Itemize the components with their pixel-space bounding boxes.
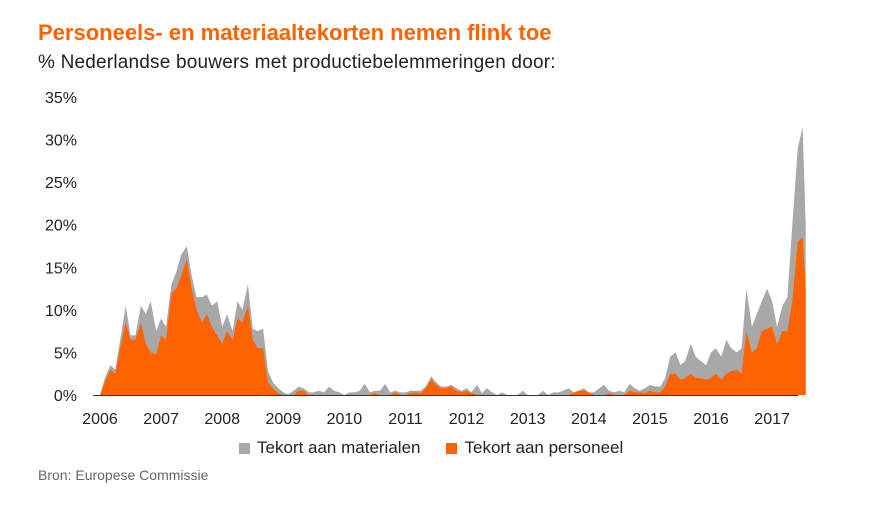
x-tick-label: 2015 <box>632 411 668 428</box>
x-axis-ticks: 2006 2007 2008 2009 2010 2011 2012 2013 2014 2015… <box>82 411 790 428</box>
y-axis-ticks: 0% 5% 10% 15% 20% 25% 30% 35% <box>45 90 77 405</box>
chart-source: Bron: Europese Commissie <box>38 467 209 483</box>
y-tick-label: 15% <box>45 260 77 277</box>
y-tick-label: 5% <box>54 345 77 362</box>
x-tick-label: 2007 <box>143 411 179 428</box>
x-tick-label: 2011 <box>388 411 423 428</box>
y-tick-label: 0% <box>54 388 77 405</box>
y-tick-label: 30% <box>45 133 77 150</box>
x-tick-label: 2006 <box>82 411 118 428</box>
legend-label-materialen: Tekort aan materialen <box>257 438 421 457</box>
x-tick-label: 2017 <box>754 411 790 428</box>
area-tekort-personeel <box>100 237 806 395</box>
legend-item-materialen: Tekort aan materialen <box>239 438 420 458</box>
x-tick-label: 2012 <box>449 411 485 428</box>
chart-title: Personeels- en materiaaltekorten nemen f… <box>38 20 552 45</box>
y-tick-label: 25% <box>45 175 77 192</box>
chart-areas <box>100 126 806 396</box>
x-tick-label: 2010 <box>327 411 363 428</box>
chart-legend: Tekort aan materialen Tekort aan persone… <box>239 438 649 458</box>
x-tick-label: 2008 <box>204 411 240 428</box>
y-tick-label: 10% <box>45 303 77 320</box>
y-tick-label: 35% <box>45 90 77 107</box>
x-tick-label: 2009 <box>266 411 302 428</box>
chart-subtitle: % Nederlandse bouwers met productiebelem… <box>38 52 556 73</box>
x-tick-label: 2014 <box>571 411 607 428</box>
y-tick-label: 20% <box>45 218 77 235</box>
legend-swatch-materialen <box>239 442 250 454</box>
legend-item-personeel: Tekort aan personeel <box>446 438 623 458</box>
x-tick-label: 2016 <box>693 411 729 428</box>
x-tick-label: 2013 <box>510 411 546 428</box>
legend-swatch-personeel <box>446 442 458 454</box>
legend-label-personeel: Tekort aan personeel <box>464 438 624 457</box>
